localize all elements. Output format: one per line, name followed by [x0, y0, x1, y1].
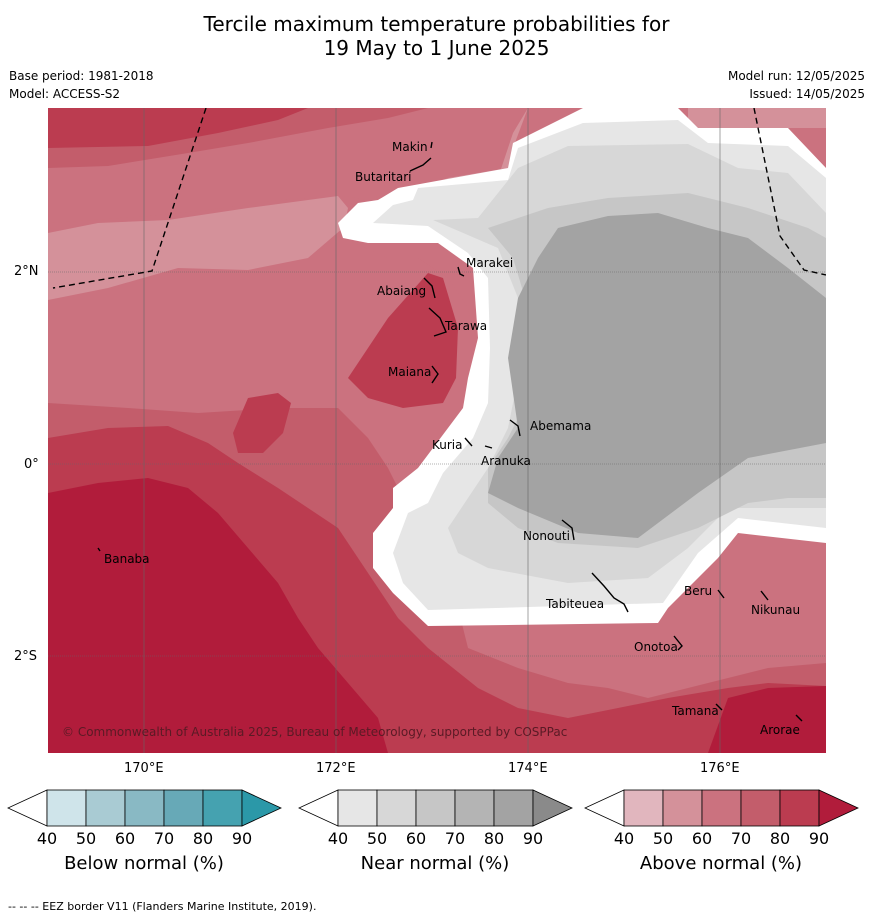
colorbar-segment: [701, 789, 742, 827]
colorbar-segment: [46, 789, 87, 827]
model-name: Model: ACCESS-S2: [9, 87, 121, 101]
place-label: Marakei: [466, 256, 513, 270]
colorbar-segment: [740, 789, 781, 827]
colorbar-segment: [85, 789, 126, 827]
lon-tick-170: 170°E: [124, 761, 164, 776]
probability-map: Makin Butaritari Marakei Abaiang Tarawa …: [48, 108, 826, 753]
colorbar-tick-label: 80: [484, 829, 504, 848]
colorbar-tick-label: 70: [154, 829, 174, 848]
place-label: Butaritari: [355, 170, 412, 184]
colorbar-tick-label: 60: [115, 829, 135, 848]
colorbar-tick-label: 40: [328, 829, 348, 848]
place-label: Abemama: [530, 419, 591, 433]
place-label: Onotoa: [634, 640, 678, 654]
graticule: [48, 108, 826, 753]
eez-legend-footer: -- -- -- EEZ border V11 (Flanders Marine…: [8, 900, 317, 913]
map-title-line2: 19 May to 1 June 2025: [323, 36, 550, 60]
colorbar-near: 40 50 60 70 80 90: [298, 788, 573, 850]
colorbar-segment: [376, 789, 417, 827]
colorbar-segment: [337, 789, 378, 827]
colorbar-above: 40 50 60 70 80 90: [584, 788, 859, 850]
place-label: Nonouti: [523, 529, 570, 543]
colorbar-tick-label: 60: [406, 829, 426, 848]
colorbar-segment: [493, 789, 534, 827]
colorbar-segment: [202, 789, 243, 827]
lon-tick-174: 174°E: [508, 761, 548, 776]
colorbar-segment: [163, 789, 204, 827]
place-label: Maiana: [388, 365, 431, 379]
colorbar-near-svg: 40 50 60 70 80 90: [298, 789, 573, 848]
place-label: Tabiteuea: [545, 597, 604, 611]
lon-tick-172: 172°E: [316, 761, 356, 776]
lat-tick-0: 0°: [24, 457, 39, 472]
colorbar-segment: [124, 789, 165, 827]
model-run: Model run: 12/05/2025: [727, 69, 865, 83]
lon-tick-176: 176°E: [700, 761, 740, 776]
colorbar-over-triangle: [241, 789, 282, 827]
lat-tick-2n: 2°N: [14, 264, 39, 279]
colorbar-segment: [415, 789, 456, 827]
colorbar-below-title: Below normal (%): [64, 853, 224, 874]
place-labels: Makin Butaritari Marakei Abaiang Tarawa …: [104, 140, 800, 737]
colorbar-over-triangle: [818, 789, 859, 827]
eez-border: [52, 108, 826, 289]
colorbar-tick-label: 50: [76, 829, 96, 848]
colorbar-under-triangle: [584, 789, 625, 827]
issued-date: Issued: 14/05/2025: [749, 87, 865, 101]
colorbar-tick-label: 60: [692, 829, 712, 848]
region-near-70: [488, 213, 826, 538]
place-label: Makin: [392, 140, 428, 154]
colorbar-above-svg: 40 50 60 70 80 90: [584, 789, 859, 848]
colorbar-tick-label: 40: [614, 829, 634, 848]
colorbar-tick-label: 90: [232, 829, 252, 848]
colorbar-segment: [454, 789, 495, 827]
place-label: Abaiang: [377, 284, 426, 298]
colorbar-tick-label: 90: [523, 829, 543, 848]
colorbar-tick-label: 50: [653, 829, 673, 848]
place-label: Arorae: [760, 723, 800, 737]
copyright-notice: © Commonwealth of Australia 2025, Bureau…: [62, 725, 567, 739]
colorbar-tick-label: 70: [445, 829, 465, 848]
colorbar-under-triangle: [298, 789, 339, 827]
base-period: Base period: 1981-2018: [9, 69, 154, 83]
colorbar-segment: [779, 789, 820, 827]
place-label: Beru: [684, 584, 712, 598]
region-above-80-maiana: [348, 273, 458, 408]
colorbar-below-svg: 40 50 60 70 80 90: [7, 789, 282, 848]
place-label: Aranuka: [481, 454, 531, 468]
colorbar-tick-label: 70: [731, 829, 751, 848]
place-label: Banaba: [104, 552, 150, 566]
island-outlines: [97, 141, 803, 722]
colorbar-segment: [623, 789, 664, 827]
colorbar-near-title: Near normal (%): [360, 853, 510, 874]
place-label: Tarawa: [444, 319, 487, 333]
colorbar-tick-label: 80: [770, 829, 790, 848]
colorbar-below: 40 50 60 70 80 90: [7, 788, 282, 850]
colorbar-above-title: Above normal (%): [639, 853, 803, 874]
colorbar-tick-label: 80: [193, 829, 213, 848]
place-label: Nikunau: [751, 603, 800, 617]
lat-tick-2s: 2°S: [14, 649, 38, 664]
region-above-90-southwest: [48, 478, 388, 753]
colorbar-tick-label: 90: [809, 829, 829, 848]
colorbar-under-triangle: [7, 789, 48, 827]
place-label: Tamana: [671, 704, 719, 718]
colorbar-tick-label: 40: [37, 829, 57, 848]
place-label: Kuria: [432, 438, 463, 452]
colorbar-over-triangle: [532, 789, 573, 827]
colorbar-segment: [662, 789, 703, 827]
map-title-line1: Tercile maximum temperature probabilitie…: [203, 12, 670, 36]
colorbar-tick-label: 50: [367, 829, 387, 848]
map-canvas: Makin Butaritari Marakei Abaiang Tarawa …: [48, 108, 826, 753]
